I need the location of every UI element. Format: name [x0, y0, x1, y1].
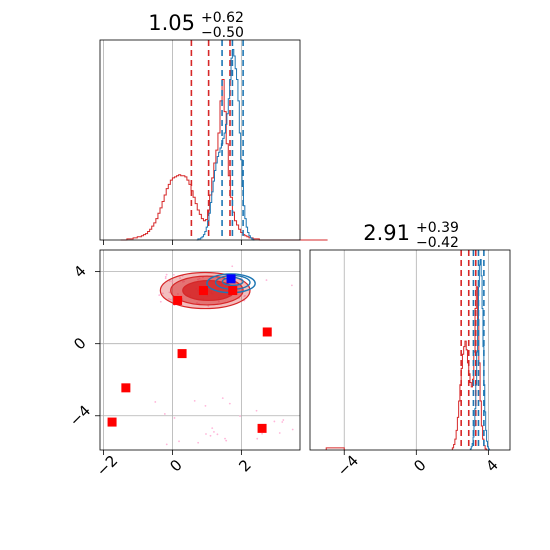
scatter-dot — [278, 432, 281, 434]
scatter-dot — [158, 294, 161, 296]
red-square-marker — [262, 327, 272, 337]
right-xtick-label: −4 — [334, 452, 362, 480]
red-square-marker — [173, 295, 183, 305]
scatter-dot — [256, 437, 259, 440]
scatter-dot — [165, 273, 168, 276]
right-panel-frame — [309, 249, 511, 451]
scatter-dot — [239, 415, 241, 417]
right-title-minus: −0.42 — [416, 235, 459, 251]
scatter-dot — [172, 273, 175, 276]
blue-square-marker — [226, 274, 236, 284]
right-title-value: 2.91 — [363, 221, 410, 245]
scatter-dot — [221, 397, 224, 400]
joint-xtick-label: 2 — [235, 456, 254, 475]
joint-xtick-label: −2 — [93, 452, 121, 480]
joint-xtick-label: 0 — [166, 456, 185, 475]
scatter-dot — [179, 277, 181, 279]
scatter-dot — [164, 277, 167, 280]
scatter-dot — [281, 421, 284, 423]
scatter-dot — [163, 413, 166, 415]
joint-ytick-label: 4 — [70, 262, 89, 281]
top-title-value: 1.05 — [148, 11, 195, 35]
joint-panel-frame — [99, 249, 301, 451]
top-title-minus: −0.50 — [201, 25, 244, 41]
scatter-dot — [261, 432, 263, 435]
joint-ytick-label: −4 — [66, 402, 94, 430]
red-square-marker — [228, 286, 238, 296]
scatter-dot — [231, 265, 234, 268]
scatter-dot — [224, 437, 226, 440]
scatter-dot — [273, 420, 276, 423]
scatter-dot — [209, 434, 212, 437]
scatter-dot — [154, 401, 157, 403]
scatter-dot — [205, 433, 207, 435]
right-panel-bg — [310, 250, 510, 450]
scatter-dot — [168, 280, 171, 282]
scatter-dot — [173, 417, 176, 419]
top-panel-bg — [100, 40, 300, 240]
top-title-plus: +0.62 — [201, 10, 244, 26]
scatter-dot — [213, 431, 215, 433]
right-title-plus: +0.39 — [416, 220, 459, 236]
scatter-dot — [291, 428, 294, 431]
scatter-dot — [265, 279, 268, 281]
scatter-dot — [164, 275, 167, 278]
scatter-dot — [290, 284, 293, 287]
scatter-dot — [178, 440, 180, 443]
joint-ytick-label: 0 — [70, 334, 89, 353]
red-square-marker — [198, 286, 208, 296]
scatter-dot — [204, 404, 207, 407]
red-contour-2 — [182, 280, 236, 302]
top-panel-frame — [99, 39, 301, 241]
red-square-marker — [107, 417, 117, 427]
right-hist-step-0 — [451, 286, 488, 451]
red-square-marker — [257, 423, 267, 433]
red-square-marker — [121, 383, 131, 393]
scatter-dot — [168, 297, 170, 300]
scatter-dot — [168, 291, 171, 294]
right-hist-step-1 — [469, 259, 491, 451]
scatter-dot — [244, 294, 246, 297]
right-xtick-label: 0 — [410, 456, 429, 475]
scatter-dot — [165, 443, 168, 446]
scatter-dot — [169, 298, 172, 301]
scatter-dot — [161, 292, 164, 295]
top-hist-step-1 — [196, 49, 255, 241]
right-xtick-label: 4 — [482, 456, 501, 475]
scatter-dot — [211, 427, 214, 430]
scatter-dot — [159, 300, 162, 303]
scatter-dot — [255, 409, 258, 412]
scatter-dot — [197, 441, 200, 444]
scatter-dot — [225, 439, 228, 442]
red-square-marker — [177, 349, 187, 359]
scatter-dot — [228, 402, 231, 405]
scatter-dot — [282, 419, 285, 421]
scatter-dot — [216, 433, 219, 436]
right-hist-tail — [325, 447, 345, 450]
scatter-dot — [171, 280, 174, 283]
scatter-dot — [193, 399, 196, 402]
